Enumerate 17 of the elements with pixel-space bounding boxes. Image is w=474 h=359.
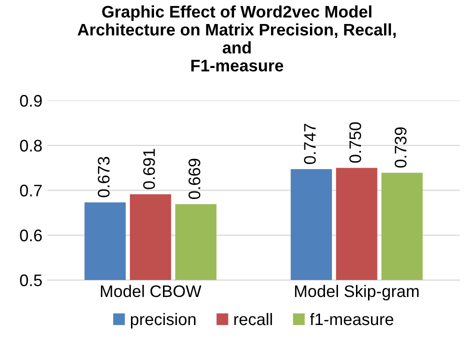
data-label: 0.673 [98, 156, 110, 198]
legend-label: recall [234, 312, 272, 326]
x-tick-label: Model Skip-gram [295, 284, 419, 300]
x-tick-label: Model CBOW [100, 284, 202, 298]
data-label: 0.750 [349, 122, 362, 163]
y-tick-label: 0.6 [20, 230, 42, 242]
y-tick-label: 0.9 [20, 94, 42, 107]
data-label: 0.739 [394, 127, 407, 168]
y-tick-label: 0.7 [20, 184, 42, 196]
data-label: 0.747 [304, 124, 316, 164]
y-tick-label: 0.5 [20, 274, 42, 286]
legend-label: precision [130, 312, 196, 329]
y-tick-label: 0.8 [20, 140, 42, 152]
data-label: 0.669 [188, 158, 200, 200]
legend-label: f1-measure [310, 312, 394, 326]
chart-title: Graphic Effect of Word2vec Model Architecture on Matrix Precision, Recall, and F1-measure [78, 5, 396, 72]
data-label: 0.691 [143, 148, 155, 190]
